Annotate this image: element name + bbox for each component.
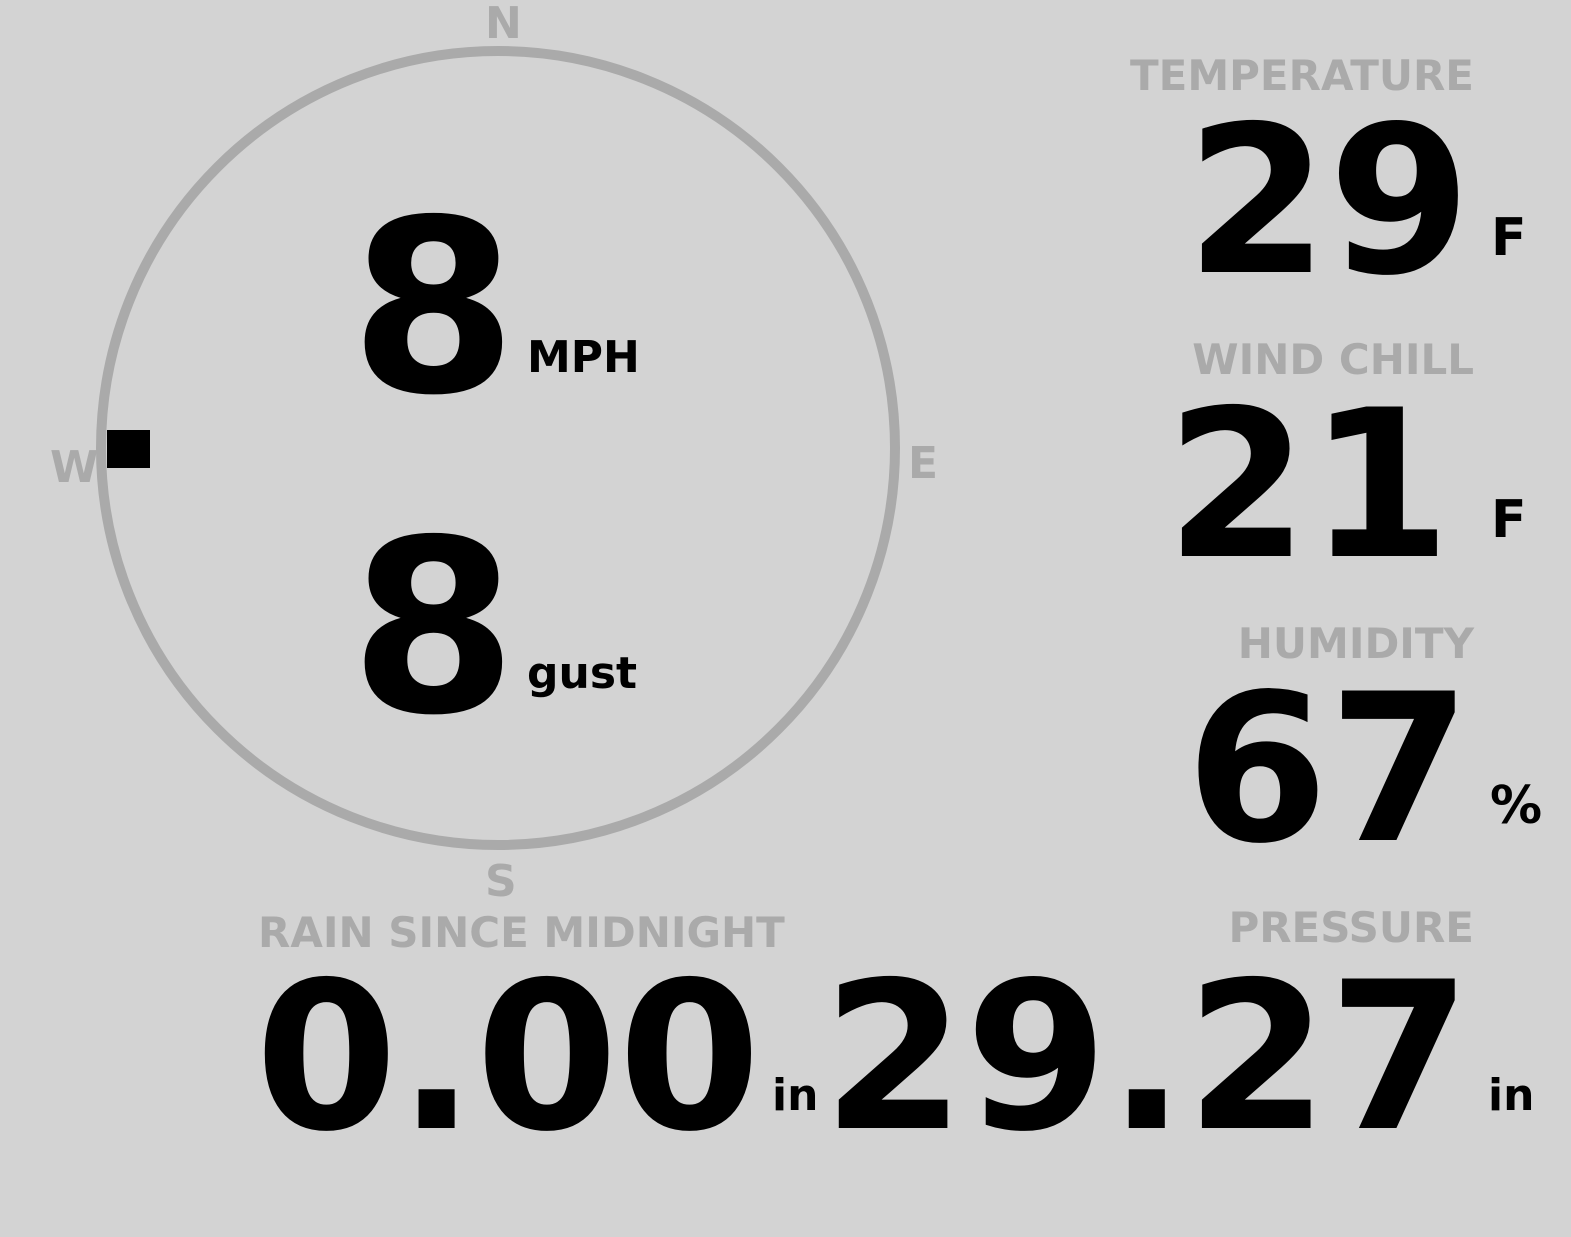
compass-south-label: S xyxy=(485,856,517,907)
wind-chill-unit: F xyxy=(1491,490,1527,550)
wind-chill-label: WIND CHILL xyxy=(1192,335,1474,384)
humidity-unit: % xyxy=(1490,776,1543,836)
wind-gust-value: 8 xyxy=(350,488,517,768)
pressure-label: PRESSURE xyxy=(1228,903,1474,952)
compass-dial xyxy=(96,46,900,850)
pressure-value: 29.27 xyxy=(822,939,1471,1177)
wind-gust-label: gust xyxy=(527,648,638,699)
humidity-value: 67 xyxy=(1185,651,1471,889)
rain-value: 0.00 xyxy=(255,939,761,1177)
compass-north-label: N xyxy=(485,0,522,49)
compass-east-label: E xyxy=(908,438,939,489)
rain-unit: in xyxy=(772,1070,819,1121)
temperature-unit: F xyxy=(1491,208,1527,268)
wind-direction-marker xyxy=(107,430,150,468)
temperature-label: TEMPERATURE xyxy=(1130,51,1474,100)
wind-speed-value: 8 xyxy=(350,168,517,448)
compass-west-label: W xyxy=(50,442,99,493)
compass-ring xyxy=(96,46,900,850)
wind-speed-unit: MPH xyxy=(527,332,640,383)
wind-chill-value: 21 xyxy=(1165,367,1451,605)
rain-label: RAIN SINCE MIDNIGHT xyxy=(258,908,785,957)
temperature-value: 29 xyxy=(1185,83,1471,321)
humidity-label: HUMIDITY xyxy=(1237,619,1474,668)
pressure-unit: in xyxy=(1488,1070,1535,1121)
